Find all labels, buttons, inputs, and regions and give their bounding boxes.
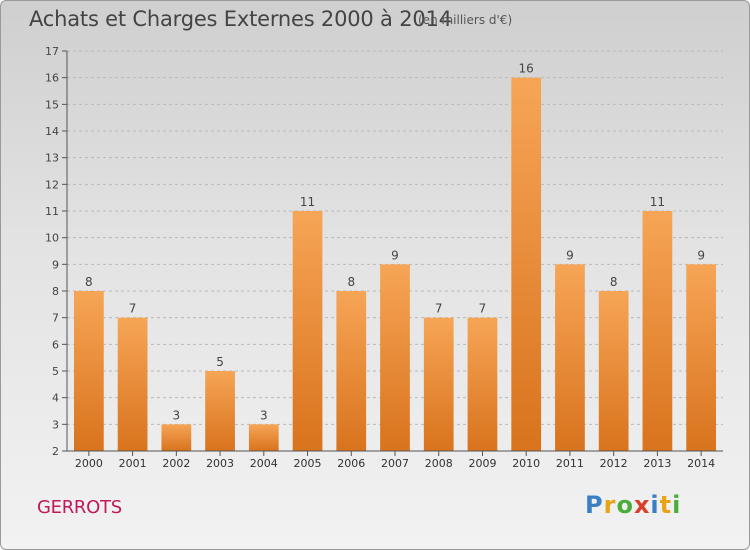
bar-2004 [248,424,279,451]
y-tick-label: 16 [45,72,59,85]
value-label: 16 [519,62,534,76]
logo-letter: i [650,491,660,519]
x-tick-label: 2009 [468,457,496,470]
x-tick-label: 2013 [643,457,671,470]
x-tick-label: 2014 [687,457,715,470]
value-label: 3 [260,408,268,422]
x-tick-label: 2006 [337,457,365,470]
y-tick-label: 15 [45,98,59,111]
logo-letter: r [603,491,617,519]
x-tick-label: 2005 [294,457,322,470]
value-label: 8 [610,275,618,289]
bar-2005 [292,211,323,451]
logo-letter: x [633,491,651,519]
bar-2014 [686,264,717,451]
bar-2000 [73,291,104,451]
logo-letter: t [659,491,673,519]
bar-2012 [598,291,629,451]
value-label: 11 [650,195,665,209]
bar-2010 [511,77,542,452]
chart-unit: (en milliers d'€) [418,13,513,27]
bars: 8 7 3 5 3 11 8 9 7 7 16 9 8 11 9 [73,62,717,452]
value-label: 5 [216,355,224,369]
x-tick-label: 2007 [381,457,409,470]
x-tick-label: 2000 [75,457,103,470]
bar-2009 [467,317,498,451]
x-tick-label: 2011 [556,457,584,470]
value-label: 8 [85,275,93,289]
logo-letter: i [672,491,682,519]
y-tick-label: 12 [45,178,59,191]
bar-2013 [642,211,673,451]
bar-2001 [117,317,148,451]
y-tick-label: 13 [45,152,59,165]
value-label: 7 [479,302,487,316]
y-tick-label: 14 [45,125,59,138]
bar-2003 [205,371,235,451]
proxiti-logo: Proxiti [585,491,681,519]
value-label: 7 [129,302,137,316]
x-tick-label: 2002 [162,457,190,470]
x-tick-label: 2012 [600,457,628,470]
x-tick-label: 2008 [425,457,453,470]
y-tick-label: 2 [52,445,59,458]
y-tick-label: 11 [45,205,59,218]
bar-2006 [336,291,367,451]
y-tick-label: 4 [52,392,59,405]
value-label: 3 [173,408,181,422]
y-tick-label: 17 [45,45,59,58]
x-tick-label: 2004 [250,457,278,470]
x-tick-label: 2001 [119,457,147,470]
logo-letter: o [616,491,634,519]
value-label: 11 [300,195,315,209]
axes: 2 3 4 5 6 7 8 9 10 11 12 13 14 15 16 17 2000 2001 2002 2003… [45,45,723,470]
value-label: 9 [391,248,399,262]
y-tick-label: 9 [52,258,59,271]
bar-2008 [423,317,454,451]
y-tick-label: 3 [52,418,59,431]
value-label: 8 [347,275,355,289]
value-label: 9 [697,248,705,262]
bar-2002 [161,424,192,451]
bar-2011 [555,264,585,451]
y-tick-label: 10 [45,232,59,245]
value-label: 9 [566,248,574,262]
city-name: GERROTS [37,497,122,518]
y-tick-label: 5 [52,365,59,378]
chart-title: Achats et Charges Externes 2000 à 2014 [29,7,452,31]
value-label: 7 [435,302,443,316]
y-tick-label: 8 [52,285,59,298]
logo-letter: P [585,491,604,519]
bar-2007 [380,264,410,451]
y-tick-label: 7 [52,312,59,325]
x-tick-label: 2003 [206,457,234,470]
y-tick-label: 6 [52,338,59,351]
x-tick-label: 2010 [512,457,540,470]
